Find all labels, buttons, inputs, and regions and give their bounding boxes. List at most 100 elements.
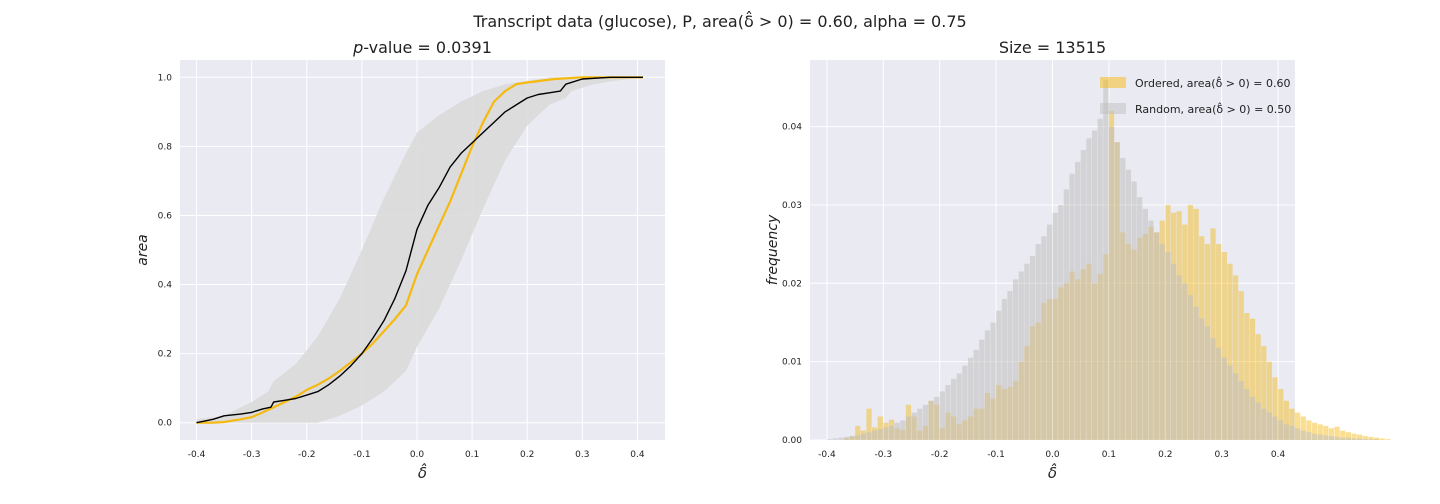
histogram-bar [1283, 400, 1289, 440]
histogram-bar [1362, 439, 1368, 440]
histogram-bar [1300, 416, 1306, 440]
histogram-bar [1137, 197, 1143, 440]
x-tick-label: -0.2 [931, 450, 949, 460]
histogram-bar [883, 427, 889, 440]
histogram-bar [1221, 251, 1227, 440]
histogram-random [826, 79, 1380, 441]
histogram-bar [888, 425, 895, 440]
histogram-bar [1278, 420, 1284, 440]
x-tick-label: 0.2 [1158, 450, 1172, 460]
histogram-bar [917, 408, 923, 440]
histogram-bar [1249, 396, 1256, 440]
histogram-bar [1385, 439, 1391, 440]
histogram-bar [1357, 438, 1363, 440]
histogram-bar [1187, 295, 1194, 440]
histogram-bar [1058, 204, 1064, 440]
histogram-bar [1255, 334, 1261, 440]
x-tick-label: 0.4 [630, 450, 645, 460]
legend-label: Random, area(δ̂ > 0) = 0.50 [1135, 102, 1291, 116]
histogram-bar [1108, 126, 1115, 440]
y-tick-label: 0.03 [782, 201, 802, 211]
gridlines [180, 60, 665, 440]
histogram-bar [1063, 189, 1070, 440]
x-tick-label: 0.0 [1045, 450, 1060, 460]
subplot-2: -0.4 -0.3 -0.2 -0.1 0.0 0.1 0.2 0.3 0.4 0.00 0.01 0… [765, 38, 1391, 482]
x-axis-label: δ̂ [1048, 462, 1057, 482]
x-tick-label: 0.2 [520, 450, 534, 460]
histogram-bar [1345, 437, 1351, 440]
histogram-bar [1142, 208, 1148, 440]
histogram-bar [1373, 439, 1380, 440]
histogram-bar [1272, 377, 1278, 440]
y-tick-label: 0.00 [782, 436, 802, 446]
y-tick-label: 0.04 [782, 123, 802, 133]
histogram-bar [1199, 318, 1205, 440]
histogram-bar [1075, 161, 1081, 441]
histogram-bar [1238, 291, 1244, 440]
histogram-bar [1154, 232, 1160, 440]
histogram-bar [877, 429, 883, 440]
histogram-bar [1261, 345, 1267, 440]
histogram-bar [1221, 357, 1227, 440]
histogram-bar [1289, 425, 1295, 440]
histogram-bar [1035, 244, 1041, 440]
random-line [196, 76, 643, 424]
histogram-bar [1334, 426, 1340, 440]
histogram-bar [1052, 212, 1058, 440]
confidence-band [196, 77, 643, 423]
histogram-bar [1278, 389, 1284, 440]
histogram-bar [1238, 381, 1244, 440]
histogram-bar [855, 435, 861, 440]
histogram-bar [1069, 173, 1075, 441]
y-tick-label: 0.4 [158, 281, 173, 291]
histogram-bar [894, 422, 900, 440]
x-tick-label: 0.0 [410, 450, 425, 460]
histogram-bar [1046, 224, 1053, 440]
histogram-bar [826, 439, 833, 440]
histogram-bar [1210, 338, 1216, 440]
histogram-bar [1340, 437, 1346, 440]
histogram-bar [1328, 436, 1335, 440]
figure-title-text: Transcript data (glucose), P, area(δ̂ > … [473, 12, 967, 31]
histogram-bar [1244, 389, 1250, 440]
histogram-bar [1255, 402, 1261, 440]
histogram-bar [1295, 412, 1301, 440]
histogram-bar [1176, 275, 1182, 440]
histogram-bar [1357, 434, 1363, 440]
histogram-bar [984, 330, 991, 440]
histogram-bar [1334, 436, 1340, 440]
y-tick-label: 0.01 [782, 358, 802, 368]
histogram-bar [1266, 361, 1273, 440]
histogram-bar [1306, 432, 1312, 440]
histogram-bar [1148, 220, 1154, 440]
histogram-bar [1159, 244, 1165, 440]
histogram-bar [1351, 433, 1357, 440]
histogram-bar [1351, 438, 1357, 440]
legend-swatch [1100, 77, 1126, 88]
x-tick-label: -0.4 [188, 450, 206, 460]
histogram-bar [1272, 416, 1278, 440]
histogram-bar [1317, 434, 1323, 440]
histogram-bar [1182, 283, 1188, 440]
histogram-bar [1368, 436, 1374, 440]
histogram-bar [1114, 142, 1120, 440]
histogram-bar [1295, 428, 1301, 440]
histogram-bar [1170, 263, 1177, 440]
x-tick-label: -0.4 [818, 450, 836, 460]
histogram-bar [1323, 425, 1329, 440]
histogram-bar [1328, 428, 1335, 440]
histogram-bar [1204, 326, 1211, 440]
histogram-bar [1261, 408, 1267, 440]
histogram-bar [1340, 430, 1346, 440]
histogram-bar [1227, 263, 1233, 440]
y-tick-label: 0.02 [782, 279, 802, 289]
histogram-bar [1227, 365, 1233, 440]
histogram-bar [843, 436, 850, 440]
histogram-bar [1379, 438, 1385, 440]
y-tick-label: 0.2 [158, 350, 172, 360]
histogram-bar [1120, 157, 1126, 440]
histogram-bar [1103, 79, 1109, 440]
histogram-bar [911, 412, 917, 440]
histogram-bar [1018, 271, 1024, 440]
